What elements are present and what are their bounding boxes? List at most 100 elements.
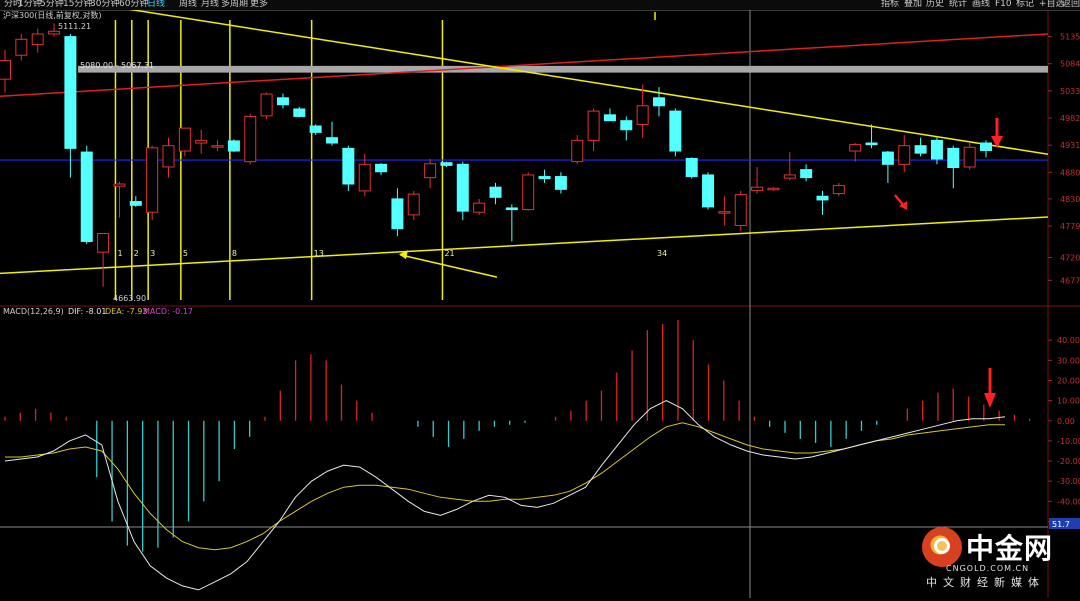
candle-body-5 [80,151,93,242]
candle-body-56 [914,145,927,154]
chart-area[interactable]: 5135 5084 5033 4982 4931 4880 4830 4779 4720 4677… [0,3,1080,598]
candle-body-18 [293,108,306,117]
toolbar-tool-2[interactable]: 历史 [926,0,945,9]
upper-channel-line [0,33,1049,97]
logo-brand: 中金网 [966,532,1054,565]
candle-body-9 [146,147,159,213]
candle-body-17 [276,97,289,106]
annotation-arrow-line [399,254,498,278]
toolbar-tool-3[interactable]: 统计 [949,0,968,9]
macd-tick-label-0: 40.00 [1057,336,1080,345]
fib-label-21: 21 [444,249,454,258]
candle-body-8 [129,201,142,206]
candle-body-35 [571,139,584,163]
period-tab-7[interactable]: 周线 [179,0,198,9]
toolbar-tool-8[interactable]: 返回 [1062,0,1080,9]
candle-body-45 [734,194,747,227]
candle-body-10 [162,145,175,168]
period-tab-4[interactable]: 30分钟 [90,0,120,9]
candle-body-19 [309,125,322,133]
red-arrow-price-head [991,136,1003,148]
period-tab-8[interactable]: 月线 [201,0,220,9]
period-tab-6[interactable]: 日线 [147,0,166,9]
candle-body-32 [522,174,535,211]
candle-body-4 [64,36,77,149]
toolbar-tool-0[interactable]: 指标 [881,0,900,9]
candle-body-31 [505,207,518,211]
candle-body-52 [849,144,862,152]
macd-tick-label-5: -10.00 [1057,437,1080,446]
candle-body-14 [227,140,240,152]
candle-body-37 [603,114,616,122]
fib-label-34: 34 [657,249,667,258]
candle-body-29 [473,202,486,213]
period-tab-10[interactable]: 更多 [250,0,269,9]
fib-label-3: 3 [150,249,155,258]
toolbar-tool-5[interactable]: F10 [995,0,1012,9]
candle-body-6 [97,232,110,253]
chart-title: 沪深300(日线,前复权,对数) [3,11,102,20]
price-tick-label-7: 4779 [1060,222,1080,231]
chart-svg: 5135 5084 5033 4982 4931 4880 4830 4779 4720 4677… [0,3,1080,598]
candle-body-60 [980,142,992,151]
candle-body-54 [881,151,894,165]
candle-body-48 [783,174,796,179]
candle-body-38 [620,120,633,131]
red-arrow-small-shaft [894,194,904,206]
candle-body-51 [832,185,845,195]
price-band [78,65,1048,73]
candle-body-44 [718,211,731,214]
candle-body-25 [407,193,420,216]
price-tick-label-2: 5033 [1060,87,1080,96]
price-tick-label-6: 4830 [1060,195,1080,204]
candle-body-2 [31,33,44,46]
macd-value-label: MACD: -0.17 [143,307,193,316]
toolbar-tool-7[interactable]: +自选 [1039,0,1065,9]
macd-tick-label-7: -30.00 [1057,477,1080,486]
current-value-tag: 51.7 [1052,520,1070,529]
period-tab-2[interactable]: 5分钟 [40,0,64,9]
price-tick-label-8: 4720 [1060,253,1080,262]
toolbar-tool-1[interactable]: 叠加 [904,0,923,9]
candle-body-22 [358,163,371,192]
price-tick-label-1: 5084 [1060,60,1080,69]
candle-body-50 [816,195,829,201]
period-tab-3[interactable]: 15分钟 [63,0,93,9]
period-tab-1[interactable]: 1分钟 [18,0,42,9]
candle-body-30 [489,186,502,198]
candle-body-43 [702,174,715,208]
price-tick-label-5: 4880 [1060,168,1080,177]
candle-body-13 [211,145,224,148]
red-arrow-macd-head [984,393,996,408]
dea-line [5,422,1005,551]
red-arrow-small-head [899,201,907,210]
dif-label: DIF: -8.01 [68,307,107,316]
candle-body-58 [947,147,960,169]
candle-body-12 [195,139,208,144]
period-tab-9[interactable]: 多周期 [221,0,249,9]
macd-label: MACD(12,26,9) [3,307,64,316]
candle-body-16 [260,93,273,117]
logo-url: CNGOLD.COM.CN [946,564,1030,573]
price-tick-label-9: 4677 [1060,276,1080,285]
candle-body-0 [0,60,11,80]
ascending-trendline [0,216,1049,275]
low-label: 4663.90 [113,294,147,303]
period-tab-0[interactable]: 分时 [4,0,23,9]
candle-body-33 [538,176,551,180]
toolbar-tool-4[interactable]: 画线 [972,0,991,9]
period-tab-5[interactable]: 60分钟 [119,0,149,9]
logo-slogan: 中文财经新媒体 [926,576,1045,589]
price-tick-label-0: 5135 [1060,33,1080,42]
macd-tick-label-1: 30.00 [1057,356,1080,365]
candle-body-59 [963,146,976,168]
toolbar-tool-6[interactable]: 标记 [1016,0,1035,9]
high-label: 5111.21 [58,22,92,31]
dif-line [4,400,1006,591]
cngold-logo: 中金网 CNGOLD.COM.CN 中文财经新媒体 [918,525,1078,593]
candle-body-36 [587,110,600,141]
candle-body-53 [865,142,878,146]
candle-body-34 [554,176,567,190]
candle-body-49 [800,169,813,179]
fib-label-8: 8 [232,249,237,258]
